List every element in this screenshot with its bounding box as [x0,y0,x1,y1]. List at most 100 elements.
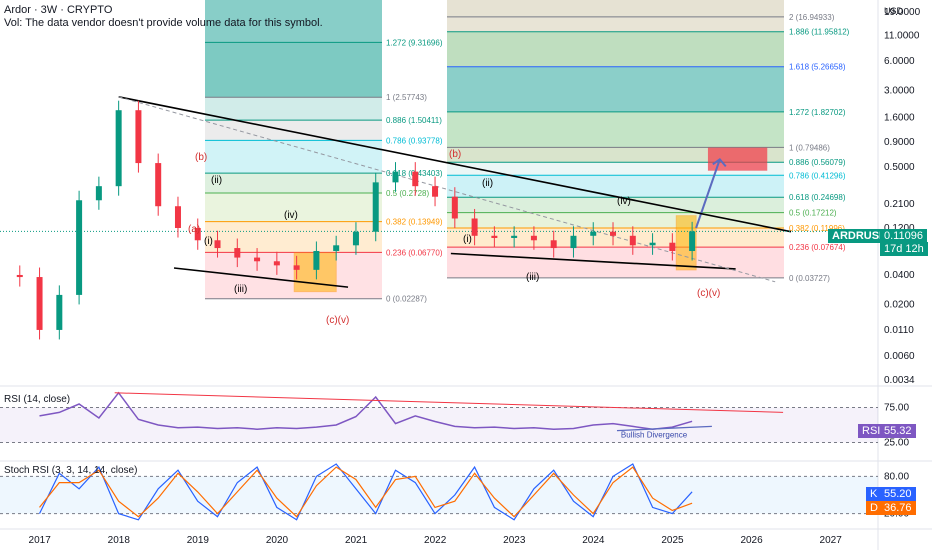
time-axis-label: 2024 [582,535,605,546]
candle-body [669,242,676,251]
candle-body [214,240,221,249]
fib-right-zone [447,147,784,163]
rsi-axis-tick: 25.00 [884,438,909,449]
symbol-badge-name[interactable]: ARDRUSD [828,229,891,243]
fib-right-label: 0.618 (0.24698) [789,193,846,202]
fib-right-label: 0.236 (0.07674) [789,243,846,252]
chart-title: Ardor · 3W · CRYPTO [4,4,113,16]
wave-label: (a) [188,224,200,235]
wave-label: (iii) [526,272,539,283]
candle-body [115,110,122,187]
fib-left-label: 0 (0.02287) [386,295,427,304]
time-axis-label: 2020 [266,535,289,546]
target-zone-box [707,147,768,171]
fib-left-zone [205,97,382,121]
candle-body [392,171,399,183]
candle-body [451,196,458,219]
candle-body [313,250,320,270]
candle-body [432,186,439,197]
fib-right-zone [447,162,784,176]
candle-body [135,110,142,164]
fib-right-zone [447,197,784,213]
candle-body [550,240,557,249]
rsi-line [39,391,693,430]
fib-right-label: 0.886 (0.56079) [789,158,846,167]
fib-right-zone [447,16,784,32]
wave-label: (b) [449,149,461,160]
candle-body [174,206,181,229]
fib-left-zone [205,42,382,98]
candle-body [412,171,419,187]
candle-body [372,182,379,232]
rsi-title: RSI (14, close) [4,394,71,405]
time-axis-label: 2025 [661,535,684,546]
fib-left-zone [205,192,382,222]
rsi-divergence-label: Bullish Divergence [621,431,688,440]
fib-left-zone [205,221,382,253]
trendline-dashed [118,96,776,283]
rsi-bearish-trendline [114,392,784,413]
fib-right-label: 1 (0.79486) [789,143,830,152]
price-axis-tick: 3.0000 [884,86,915,97]
candle-body [36,277,43,330]
price-axis-tick: 0.0200 [884,299,915,310]
price-axis-tick: 11.0000 [884,30,920,41]
candle-body [689,231,696,251]
candle-body [610,231,617,236]
wave-label: (ii) [211,175,222,186]
candle-body [471,218,478,236]
candle-body [76,200,83,295]
stoch-title: Stoch RSI (3, 3, 14, 14, close) [4,465,138,476]
price-axis-tick: 0.0110 [884,325,914,336]
wave-label: (i) [463,234,472,245]
fib-left-label: 1.272 (9.31696) [386,38,443,47]
fib-right-zone [447,31,784,67]
time-axis-label: 2023 [503,535,526,546]
rsi-badge-value: 55.32 [880,424,916,438]
wave-label: (b) [195,152,207,163]
wave-label: (iv) [284,210,298,221]
candle-body [352,231,359,246]
time-axis-label: 2021 [345,535,368,546]
wave-label: (iv) [617,196,631,207]
candle-body [293,265,300,270]
fib-right-zone [447,111,784,148]
stoch-axis-tick: 80.00 [884,471,909,482]
time-axis-label: 2026 [740,535,763,546]
symbol-badge-countdown: 17d 12h [880,242,928,256]
stoch-k-badge-name: K [866,487,882,501]
fib-right-zone [447,228,784,248]
candle-body [254,257,261,262]
candle-body [530,235,537,241]
stoch-band [0,476,878,514]
price-axis-tick: 1.6000 [884,113,915,124]
wave-label: (c)(v) [326,315,349,326]
projection-arrow-head [712,158,727,168]
time-axis-label: 2027 [820,535,843,546]
rsi-divergence-line [616,425,712,432]
fib-right-zone [447,66,784,112]
fib-left-zone [205,120,382,141]
fib-right-label: 0.382 (0.11996) [789,224,845,233]
candle-body [234,248,241,258]
candle-body [16,274,23,278]
rsi-badge-name: RSI [858,424,885,438]
price-axis-tick: 0.1200 [884,223,915,234]
highlight-box-2025 [675,215,697,271]
candle-body [649,242,656,246]
fib-right-label: 0.786 (0.41296) [789,171,846,180]
fib-left-zone [205,140,382,174]
candle-body [155,163,162,207]
price-axis-tick: 6.0000 [884,56,915,67]
fib-left-label: 0.382 (0.13949) [386,218,443,227]
price-axis-tick: 0.9000 [884,137,915,148]
stoch-d-badge-value: 36.76 [880,501,916,515]
fib-right-label: 0.5 (0.17212) [789,209,837,218]
fib-left-label: 0.5 (0.2728) [386,189,429,198]
rsi-axis-tick: 75.00 [884,403,909,414]
time-axis-label: 2019 [187,535,210,546]
price-axis-tick: 0.0034 [884,375,915,386]
stoch-d-line [39,466,693,518]
